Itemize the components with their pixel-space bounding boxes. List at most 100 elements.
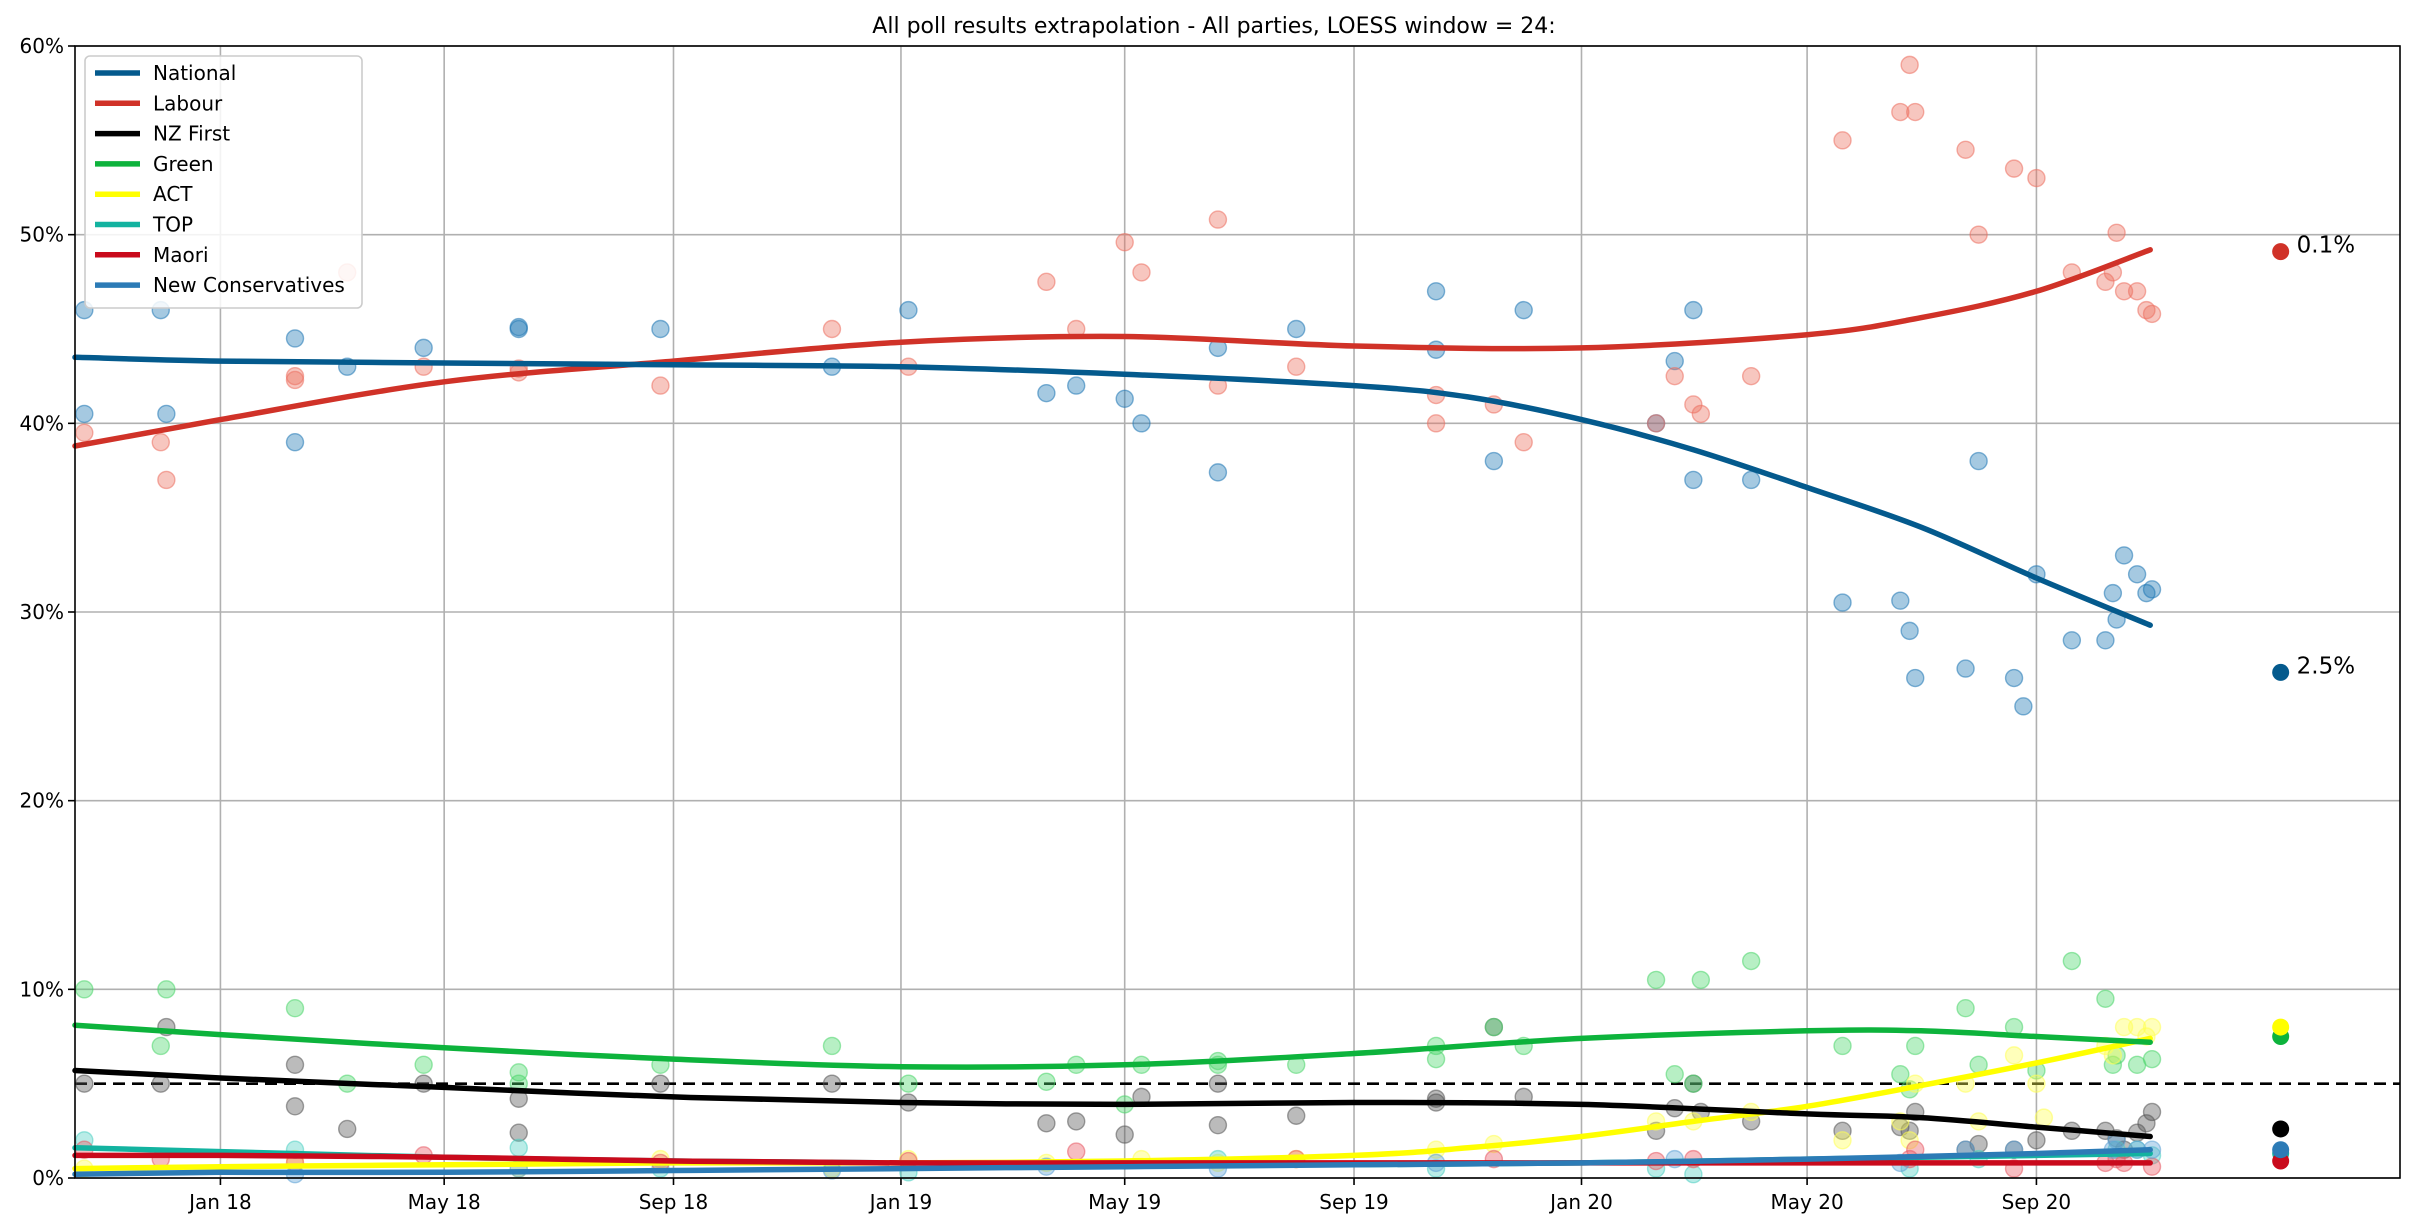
poll-point: [2027, 1074, 2046, 1093]
poll-point: [1741, 951, 1761, 971]
x-tick-label: Jan 20: [1548, 1190, 1613, 1214]
poll-point: [414, 338, 433, 358]
poll-point: [1115, 1125, 1134, 1144]
poll-point: [2096, 272, 2115, 292]
legend-box: [84, 55, 363, 309]
x-tick-label: Jan 18: [187, 1190, 252, 1214]
legend-label: Labour: [153, 91, 223, 115]
poll-point: [1514, 433, 1533, 452]
poll-point: [899, 300, 918, 320]
y-tick-label: 50%: [20, 223, 64, 247]
poll-point: [509, 1138, 528, 1158]
x-tick-label: Sep 20: [2002, 1190, 2072, 1214]
plot-frame: [74, 45, 2401, 1179]
poll-point: [822, 319, 842, 339]
poll-point: [1684, 470, 1703, 490]
poll-point: [822, 1036, 842, 1056]
trend-line-new-conservatives: [72, 1146, 2153, 1177]
poll-point: [285, 1097, 305, 1116]
poll-point: [1132, 414, 1151, 433]
poll-point: [2127, 565, 2147, 584]
legend-label: National: [153, 61, 236, 85]
poll-point: [1684, 1074, 1703, 1093]
y-tick-label: 0%: [32, 1166, 64, 1190]
poll-point: [1956, 659, 1975, 678]
poll-point: [1115, 233, 1134, 252]
poll-point: [1906, 1036, 1925, 1056]
y-tick-label: 30%: [20, 600, 64, 624]
legend-label: New Conservatives: [153, 273, 345, 297]
poll-point: [1891, 102, 1910, 122]
poll-point: [2103, 583, 2123, 603]
end-marker: [2272, 1141, 2290, 1159]
poll-point: [1067, 1142, 1086, 1161]
poll-point: [1906, 668, 1925, 688]
poll-point: [1891, 591, 1910, 610]
poll-point: [1037, 383, 1056, 403]
poll-point: [151, 1036, 170, 1056]
trend-line-national: [72, 354, 2153, 628]
poll-points: [75, 55, 2162, 1184]
y-axis-ticks: 0% 10% 20% 30% 40% 50% 60%: [20, 34, 75, 1190]
trend-line-maori: [72, 1152, 2153, 1166]
x-tick-label: May 18: [408, 1190, 481, 1214]
poll-point: [414, 1055, 433, 1075]
poll-point: [1646, 970, 1666, 990]
poll-point: [285, 366, 305, 386]
poll-point: [1691, 404, 1711, 424]
poll-point: [1208, 463, 1228, 482]
poll-point: [2127, 1017, 2147, 1037]
poll-point: [1900, 1121, 1919, 1141]
poll-point: [1900, 621, 1919, 641]
poll-point: [2096, 989, 2115, 1008]
y-tick-label: 10%: [20, 977, 64, 1001]
poll-point: [75, 404, 94, 424]
chart-title: All poll results extrapolation - All par…: [872, 14, 1555, 39]
poll-point: [899, 1074, 918, 1093]
poll-point: [1067, 1112, 1086, 1131]
poll-point: [2014, 697, 2033, 716]
poll-point: [1037, 1114, 1056, 1133]
poll-point: [2027, 168, 2046, 188]
poll-point: [75, 1074, 94, 1093]
poll-point: [2142, 304, 2162, 324]
poll-point: [75, 980, 94, 999]
poll-point: [1969, 451, 1988, 471]
end-marker: [2272, 1120, 2290, 1138]
legend-label: Green: [153, 152, 214, 176]
poll-point: [1833, 1121, 1852, 1141]
poll-point: [1684, 300, 1703, 320]
poll-point: [2096, 631, 2115, 650]
end-label: 0.1%: [2297, 233, 2355, 259]
poll-point: [2004, 668, 2024, 688]
poll-point: [285, 999, 305, 1018]
poll-point: [2114, 1017, 2134, 1037]
poll-point: [2034, 1108, 2054, 1127]
poll-point: [2142, 1102, 2162, 1122]
trend-lines: [72, 247, 2153, 1177]
poll-point: [1833, 1131, 1852, 1150]
y-tick-label: 20%: [20, 789, 64, 813]
x-axis-ticks: Jan 18 May 18 Sep 18 Jan 19 May 19 Sep 19 Jan …: [187, 1178, 2071, 1214]
y-tick-label: 60%: [20, 34, 64, 58]
poll-point: [2142, 580, 2162, 599]
poll-point: [509, 317, 528, 337]
poll-point: [1833, 1036, 1852, 1056]
poll-point: [1833, 593, 1852, 612]
poll-point: [1833, 131, 1852, 150]
poll-point: [285, 329, 305, 348]
legend-label: TOP: [152, 213, 193, 237]
end-label: 2.5%: [2297, 653, 2355, 679]
poll-point: [2004, 159, 2024, 178]
end-marker: [2272, 663, 2290, 681]
poll-point: [2114, 546, 2134, 565]
poll-point: [1287, 319, 1306, 339]
end-marker: [2272, 1018, 2290, 1036]
poll-point: [157, 404, 176, 424]
poll-point: [1037, 272, 1056, 292]
poll-point: [1426, 1049, 1446, 1069]
poll-point: [1900, 1131, 1919, 1150]
poll-point: [1741, 470, 1761, 490]
trend-line-green: [72, 1022, 2153, 1070]
poll-point: [1132, 263, 1151, 282]
